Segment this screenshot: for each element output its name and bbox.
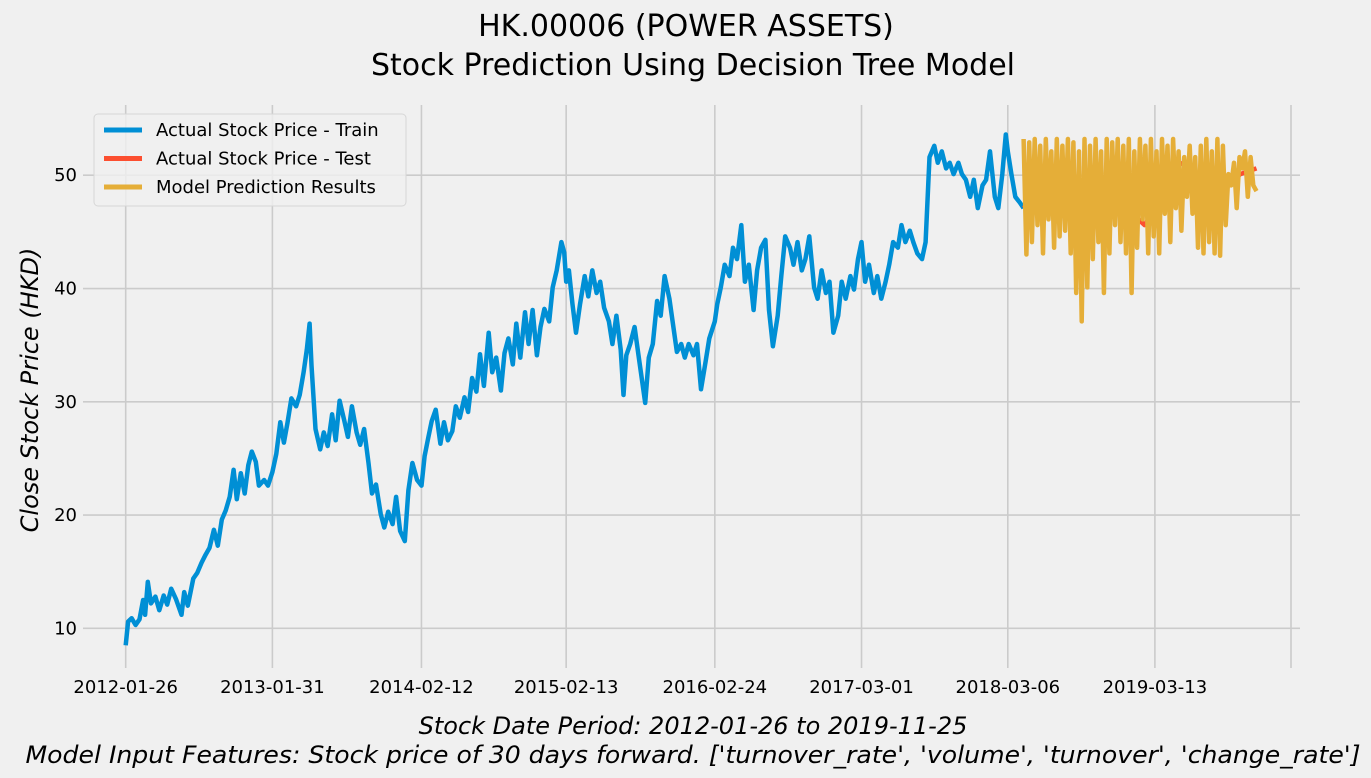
x-axis-ticks: 2012-01-26 2013-01-31 2014-02-12 2015-02-13… <box>73 677 1207 698</box>
legend: Actual Stock Price - Train Actual Stock P… <box>93 113 407 207</box>
x-tick-label: 2019-03-13 <box>1103 677 1208 698</box>
x-tick-label: 2016-02-24 <box>663 677 768 698</box>
legend-box <box>93 113 407 207</box>
legend-label: Actual Stock Price - Test <box>156 149 371 170</box>
y-tick-label: 30 <box>54 392 77 413</box>
legend-label: Model Prediction Results <box>156 177 376 198</box>
x-axis-label: Stock Date Period: 2012-01-26 to 2019-11… <box>419 712 968 740</box>
y-axis-ticks: 10 20 30 40 50 <box>54 165 77 639</box>
y-tick-label: 40 <box>54 279 77 300</box>
x-tick-label: 2013-01-31 <box>220 677 325 698</box>
series-line-3 <box>1021 136 1259 324</box>
x-tick-label: 2015-02-13 <box>514 677 619 698</box>
series-lines <box>123 132 1259 646</box>
chart-subtitle: Stock Prediction Using Decision Tree Mod… <box>371 48 1015 83</box>
legend-label: Actual Stock Price - Train <box>156 120 379 141</box>
x-tick-label: 2012-01-26 <box>73 677 178 698</box>
y-tick-label: 10 <box>54 618 77 639</box>
x-axis-label-features: Model Input Features: Stock price of 30 … <box>26 741 1361 769</box>
x-tick-label: 2017-03-01 <box>809 677 914 698</box>
y-axis-label: Close Stock Price (HKD) <box>16 248 44 533</box>
x-tick-label: 2018-03-06 <box>956 677 1061 698</box>
chart-title: HK.00006 (POWER ASSETS) <box>478 9 894 44</box>
y-tick-label: 20 <box>54 505 77 526</box>
y-tick-label: 50 <box>54 165 77 186</box>
x-tick-label: 2014-02-12 <box>369 677 474 698</box>
series-line-1 <box>123 132 1026 646</box>
